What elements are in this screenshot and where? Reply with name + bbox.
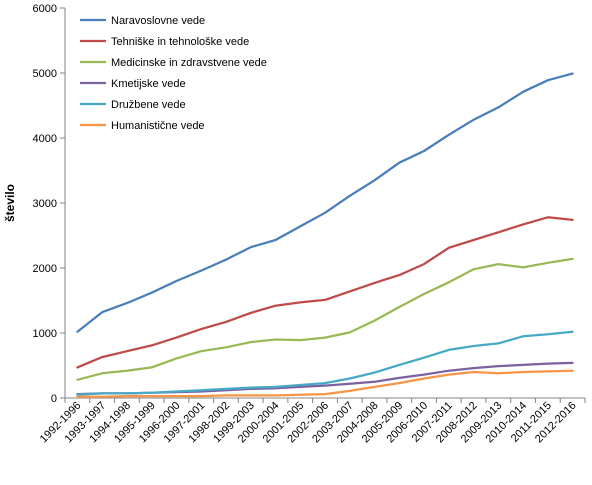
legend-label-2: Medicinske in zdravstvene vede [111,57,267,69]
legend-label-0: Naravoslovne vede [111,15,205,27]
series-line-5 [76,369,574,398]
y-axis-ticks: 0 1000 2000 3000 4000 5000 6000 [33,3,65,405]
y-tick-label: 0 [51,393,57,405]
y-axis-title-group: število [3,184,17,222]
legend-label-4: Družbene vede [111,99,186,111]
series-line-2 [76,257,574,381]
x-axis-ticks: 1992-19961993-19971994-19981995-19991996… [38,398,586,445]
y-tick-label: 1000 [33,328,57,340]
series-line-4 [76,330,574,396]
legend: Naravoslovne vede Tehniške in tehnološke … [80,15,267,132]
series-line-0 [76,72,574,333]
y-tick-label: 6000 [33,3,57,15]
y-tick-label: 2000 [33,263,57,275]
y-tick-label: 4000 [33,133,57,145]
legend-label-1: Tehniške in tehnološke vede [111,36,249,48]
y-tick-label: 3000 [33,198,57,210]
y-axis-title: število [3,184,17,222]
axes [64,8,585,399]
series-line-1 [76,216,574,369]
legend-label-3: Kmetijske vede [111,78,186,90]
legend-label-5: Humanistične vede [111,120,205,132]
y-tick-label: 5000 [33,68,57,80]
series-lines [76,72,574,398]
